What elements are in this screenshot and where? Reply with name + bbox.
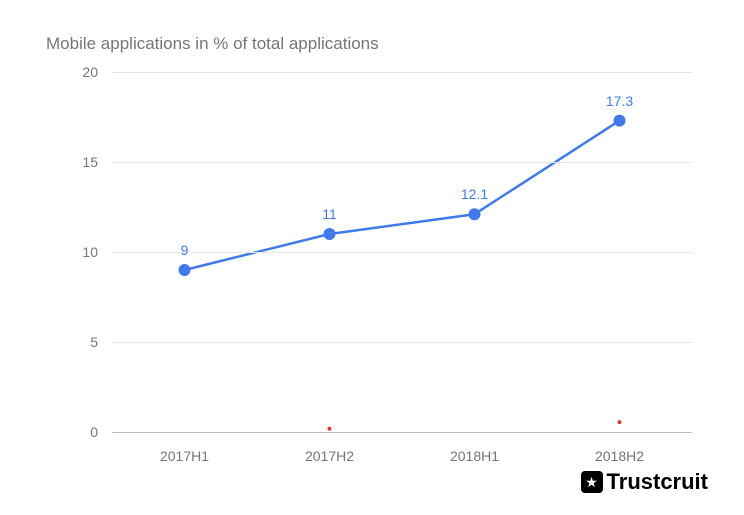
chart-container: Mobile applications in % of total applic… (0, 0, 744, 515)
series-line (185, 121, 620, 270)
data-point (469, 208, 481, 220)
x-tick-label: 2017H1 (160, 448, 209, 464)
x-tick-label: 2018H1 (450, 448, 499, 464)
star-icon: ★ (585, 475, 598, 489)
x-axis-baseline (112, 432, 692, 433)
gridline (112, 252, 692, 253)
logo-text: Trustcruit (607, 469, 708, 495)
data-point-label: 11 (322, 206, 337, 222)
chart-title: Mobile applications in % of total applic… (46, 34, 379, 54)
data-point-label: 12.1 (461, 186, 488, 202)
data-point-label: 17.3 (606, 93, 633, 109)
x-tick-label: 2017H2 (305, 448, 354, 464)
y-tick-label: 20 (68, 64, 98, 80)
gridline (112, 162, 692, 163)
y-tick-label: 5 (68, 334, 98, 350)
gridline (112, 72, 692, 73)
x-tick-label: 2018H2 (595, 448, 644, 464)
logo-badge: ★ (581, 471, 603, 493)
y-tick-label: 15 (68, 154, 98, 170)
data-point (614, 115, 626, 127)
extra-point (328, 427, 332, 431)
data-point (179, 264, 191, 276)
plot-area: 051015202017H12017H22018H12018H291112.11… (112, 72, 692, 432)
extra-point (618, 420, 622, 424)
brand-logo: ★ Trustcruit (581, 469, 708, 495)
data-point-label: 9 (181, 242, 189, 258)
gridline (112, 342, 692, 343)
y-tick-label: 0 (68, 424, 98, 440)
y-tick-label: 10 (68, 244, 98, 260)
data-point (324, 228, 336, 240)
